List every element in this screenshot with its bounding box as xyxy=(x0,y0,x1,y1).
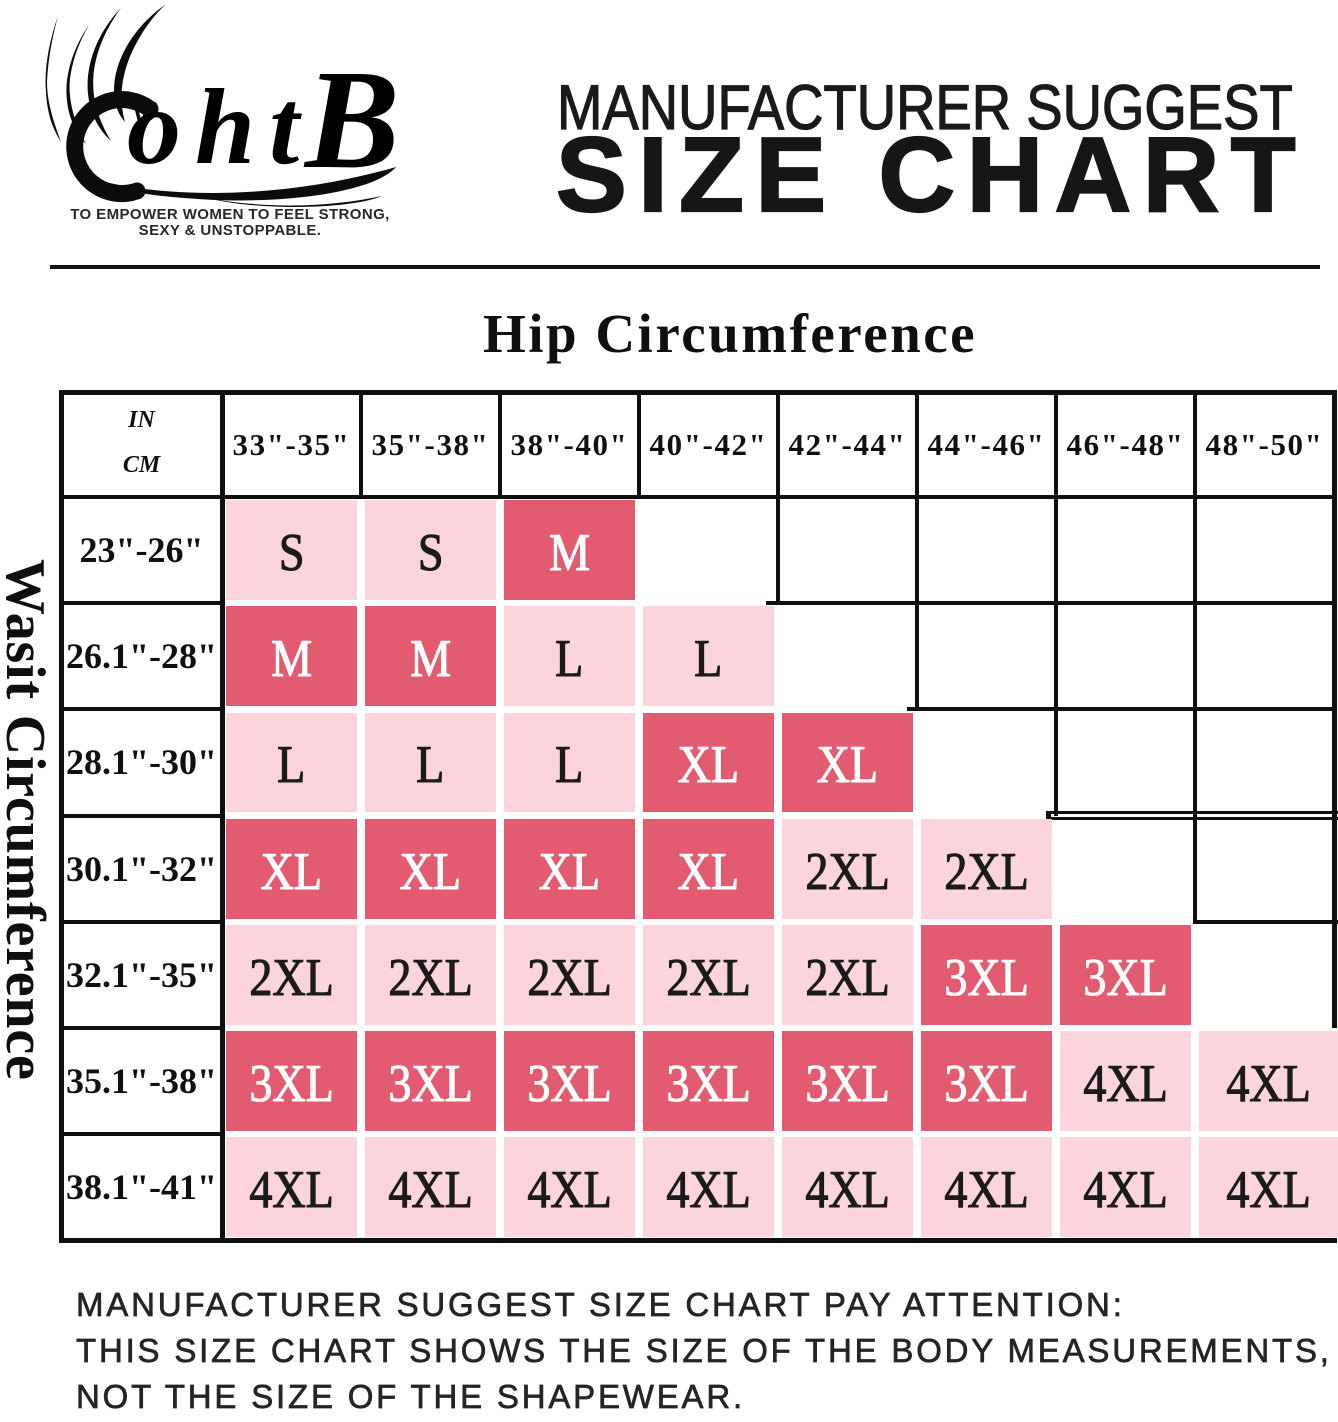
svg-text:oht: oht xyxy=(127,68,313,187)
